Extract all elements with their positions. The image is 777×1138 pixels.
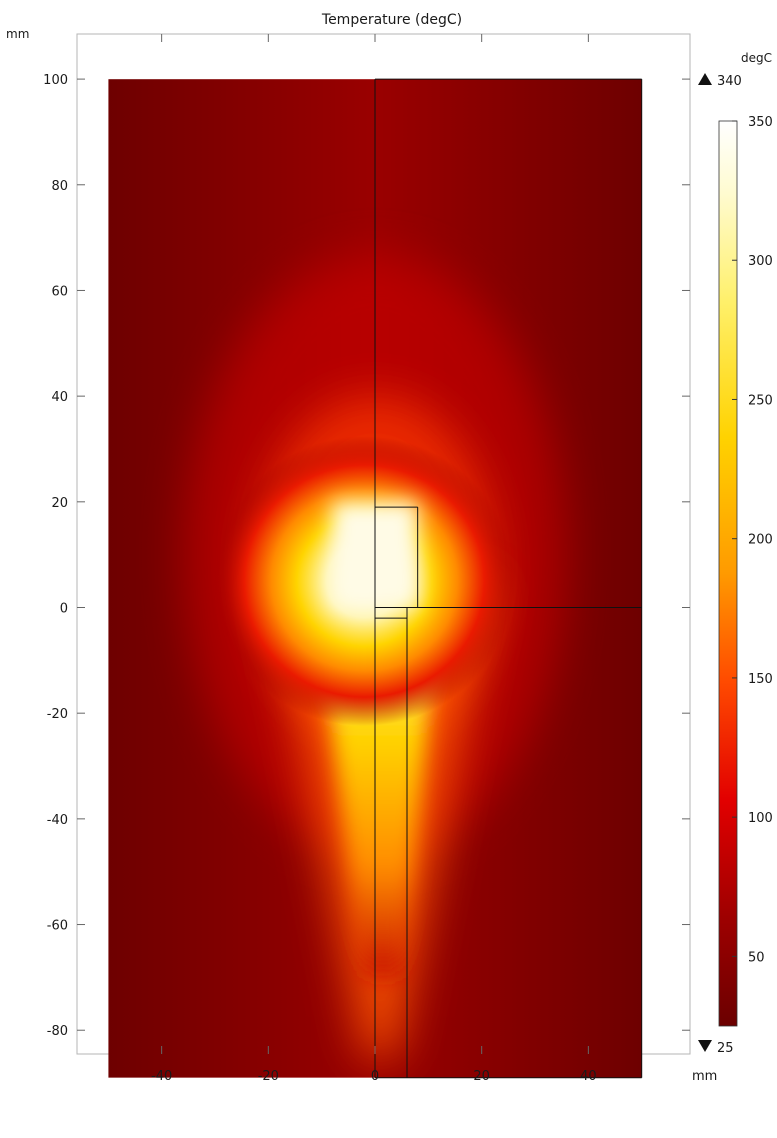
x-tick-label: 0 (371, 1069, 379, 1084)
colorbar-tick-label: 100 (748, 811, 773, 826)
colorbar-tick-label: 300 (748, 254, 773, 269)
colorbar-min-label: 25 (717, 1041, 734, 1056)
colorbar-unit-label: degC (741, 51, 772, 65)
y-tick-label: 40 (51, 390, 68, 405)
colorbar (718, 120, 738, 1027)
x-axis-unit-label: mm (692, 1069, 717, 1084)
y-axis-unit-label: mm (6, 27, 29, 41)
y-tick-label: -80 (47, 1024, 68, 1039)
max-triangle-icon (698, 73, 712, 85)
y-tick-label: 80 (51, 179, 68, 194)
min-triangle-icon (698, 1040, 712, 1052)
x-tick-label: -20 (258, 1069, 279, 1084)
colorbar-tick-label: 250 (748, 393, 773, 408)
colorbar-tick-label: 200 (748, 533, 773, 548)
colorbar-max-label: 340 (717, 74, 742, 89)
y-tick-label: -60 (47, 919, 68, 934)
x-tick-label: 40 (580, 1069, 597, 1084)
x-tick-label: 20 (473, 1069, 490, 1084)
colorbar-tick-label: 150 (748, 672, 773, 687)
y-tick-label: 100 (43, 73, 68, 88)
colorbar-tick-label: 350 (748, 115, 773, 130)
x-axis: -40 -20 0 20 40 (151, 34, 597, 1084)
y-axis: 100 80 60 40 20 0 -20 -40 -60 -80 (43, 73, 690, 1039)
y-tick-label: 20 (51, 496, 68, 511)
y-tick-label: 0 (60, 602, 68, 617)
y-tick-label: -40 (47, 813, 68, 828)
colorbar-tick-label: 50 (748, 950, 765, 965)
chart-title: Temperature (degC) (321, 12, 462, 28)
y-tick-label: -20 (47, 707, 68, 722)
colorbar-ticks: 350 300 250 200 150 100 50 (732, 115, 773, 965)
x-tick-label: -40 (151, 1069, 172, 1084)
y-tick-label: 60 (51, 284, 68, 299)
geometry-lines (374, 78, 643, 1079)
